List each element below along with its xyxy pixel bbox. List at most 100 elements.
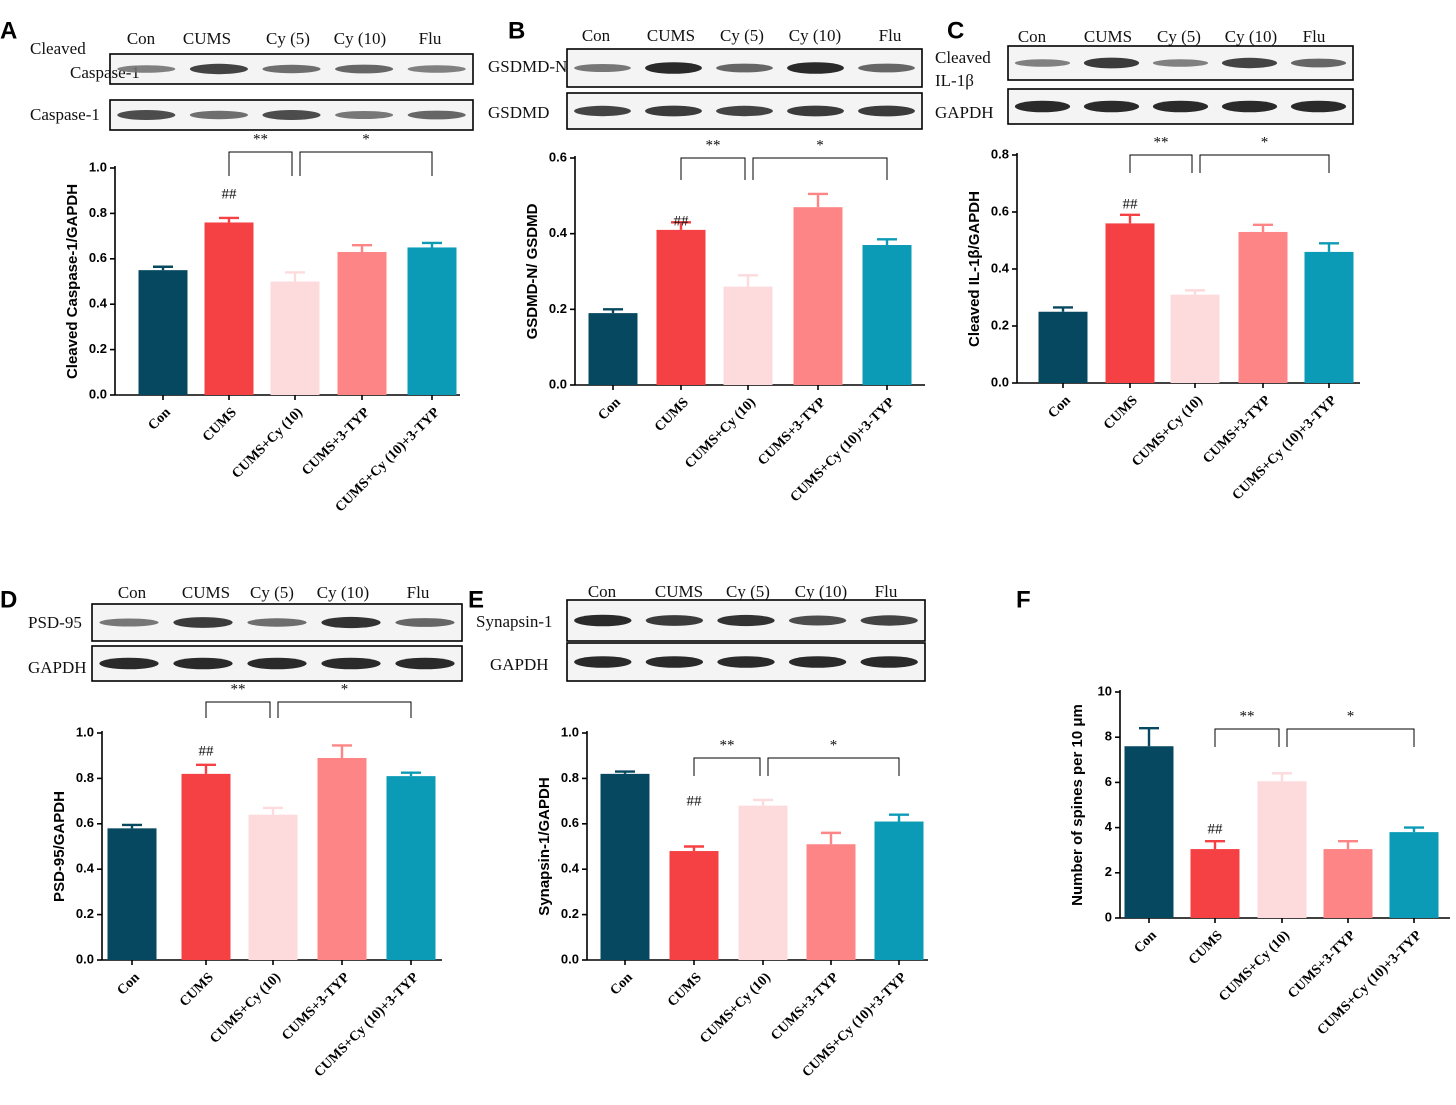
y-tick-label: 0.6	[991, 203, 1009, 218]
y-tick-label: 2	[1105, 864, 1112, 879]
blot-lane-label: Con	[588, 582, 617, 601]
significance-bracket	[693, 757, 761, 776]
bar	[1257, 781, 1307, 918]
bar	[1124, 746, 1174, 918]
significance-hash: ##	[1123, 196, 1139, 212]
panel-f: F 0 2 4 6 8 10 Number of spines per 10 μm Con CUM…	[1016, 586, 1450, 1038]
significance-hash: ##	[1208, 821, 1224, 837]
x-tick-label: CUMS	[200, 405, 240, 445]
x-tick-label: Con	[1046, 393, 1074, 421]
error-bar	[684, 845, 704, 852]
blot-band	[1290, 100, 1347, 113]
western-blot: Con CUMS Cy (5) Cy (10) Flu PSD-95 GAPDH	[28, 583, 463, 682]
y-tick-label: 0.4	[89, 296, 108, 311]
error-bar	[738, 274, 758, 287]
significance-bracket	[1199, 154, 1330, 173]
y-tick-label: 6	[1105, 774, 1112, 789]
y-tick-label: 0.2	[549, 301, 567, 316]
western-blot: Con CUMS Cy (5) Cy (10) Flu Cleaved Caspase-1 C…	[30, 29, 474, 131]
significance-bracket	[680, 157, 746, 180]
significance-stars: **	[1154, 134, 1169, 150]
blot-lane-label: Flu	[879, 26, 902, 45]
blot-band	[262, 110, 321, 120]
blot-lane-label: Cy (10)	[334, 29, 386, 48]
blot-lane-label: CUMS	[647, 26, 695, 45]
bar	[600, 773, 650, 960]
bar-chart: 0.0 0.2 0.4 0.6 0.8 Cleaved IL-1β/GAPDH Con CUM…	[966, 134, 1360, 503]
bar	[248, 814, 298, 960]
bar	[1323, 849, 1373, 918]
x-tick-label: Con	[115, 970, 143, 998]
x-tick-label: CUMS+Cy (10)	[1216, 928, 1293, 1005]
x-tick-label: CUMS	[1186, 928, 1226, 968]
blot-row-label: GSDMD	[488, 103, 549, 122]
blot-band	[407, 65, 466, 73]
blot-band	[1221, 100, 1278, 113]
blot-row-label: PSD-95	[28, 613, 82, 632]
blot-lane-label: Con	[127, 29, 156, 48]
blot-band	[716, 63, 773, 73]
x-tick-label: Con	[596, 395, 624, 423]
bar	[317, 757, 367, 960]
significance-hash: ##	[199, 743, 215, 759]
blot-band	[117, 110, 176, 120]
blot-band	[645, 62, 702, 74]
blot-band	[247, 657, 307, 670]
bar	[1238, 231, 1288, 383]
significance-bracket	[752, 157, 888, 180]
x-tick-label: CUMS+3-TYP	[279, 970, 353, 1044]
y-tick-label: 0.6	[76, 815, 94, 830]
bar-chart: 0.0 0.2 0.4 0.6 GSDMD-N/ GSDMD Con CUMSCUMS+Cy…	[524, 137, 925, 505]
blot-band	[860, 615, 918, 626]
blot-band	[574, 614, 632, 627]
blot-band	[1152, 59, 1209, 67]
blot-lane-label: Cy (10)	[795, 582, 847, 601]
bar	[738, 805, 788, 960]
significance-hash: ##	[674, 213, 690, 229]
significance-bracket	[299, 151, 433, 176]
x-tick-label: CUMS+3-TYP	[768, 970, 842, 1044]
x-tick-label: Con	[608, 970, 636, 998]
significance-stars: **	[253, 131, 268, 147]
blot-lane-label: Con	[118, 583, 147, 602]
significance-bracket	[767, 757, 900, 776]
panel-label: B	[508, 17, 525, 44]
significance-stars: **	[231, 681, 246, 697]
blot-band	[860, 656, 918, 668]
blot-band	[99, 657, 159, 670]
y-tick-label: 8	[1105, 729, 1112, 744]
blot-row-label: Cleaved	[30, 39, 86, 58]
blot-row-label: IL-1β	[935, 71, 974, 90]
bar	[204, 222, 254, 395]
error-bar	[1120, 213, 1140, 224]
x-tick-label: CUMS+3-TYP	[299, 405, 373, 479]
x-tick-label: CUMS+3-TYP	[1200, 393, 1274, 467]
y-tick-label: 0.8	[561, 770, 579, 785]
bar-chart: 0 2 4 6 8 10 Number of spines per 10 μm Con CUMS…	[1069, 683, 1450, 1038]
western-blot: Con CUMS Cy (5) Cy (10) Flu Synapsin-1 GAPDH	[476, 582, 926, 682]
error-bar	[1185, 289, 1205, 295]
significance-stars: **	[706, 137, 721, 153]
blot-band	[395, 618, 455, 627]
blot-band	[173, 657, 233, 670]
y-tick-label: 0.0	[549, 376, 567, 391]
blot-band	[189, 110, 248, 120]
error-bar	[1139, 726, 1159, 747]
bar	[107, 828, 157, 960]
blot-band	[574, 105, 631, 117]
blot-band	[173, 617, 233, 628]
y-tick-label: 0.4	[561, 861, 580, 876]
bar-chart: 0.0 0.2 0.4 0.6 0.8 1.0 Cleaved Caspase-1/GAPD…	[64, 131, 460, 515]
blot-band	[1221, 57, 1278, 69]
bar	[337, 251, 387, 395]
significance-bracket	[1286, 728, 1415, 747]
significance-bracket	[277, 701, 412, 718]
y-tick-label: 4	[1105, 819, 1113, 834]
panel-label: C	[947, 17, 964, 44]
error-bar	[1053, 306, 1073, 312]
y-axis-label: Synapsin-1/GAPDH	[536, 777, 553, 915]
panel-b: B Con CUMS Cy (5) Cy (10) FluGSDMD-NGSDMD0.00…	[488, 17, 925, 505]
blot-lane-label: CUMS	[655, 582, 703, 601]
bar	[1389, 832, 1439, 918]
